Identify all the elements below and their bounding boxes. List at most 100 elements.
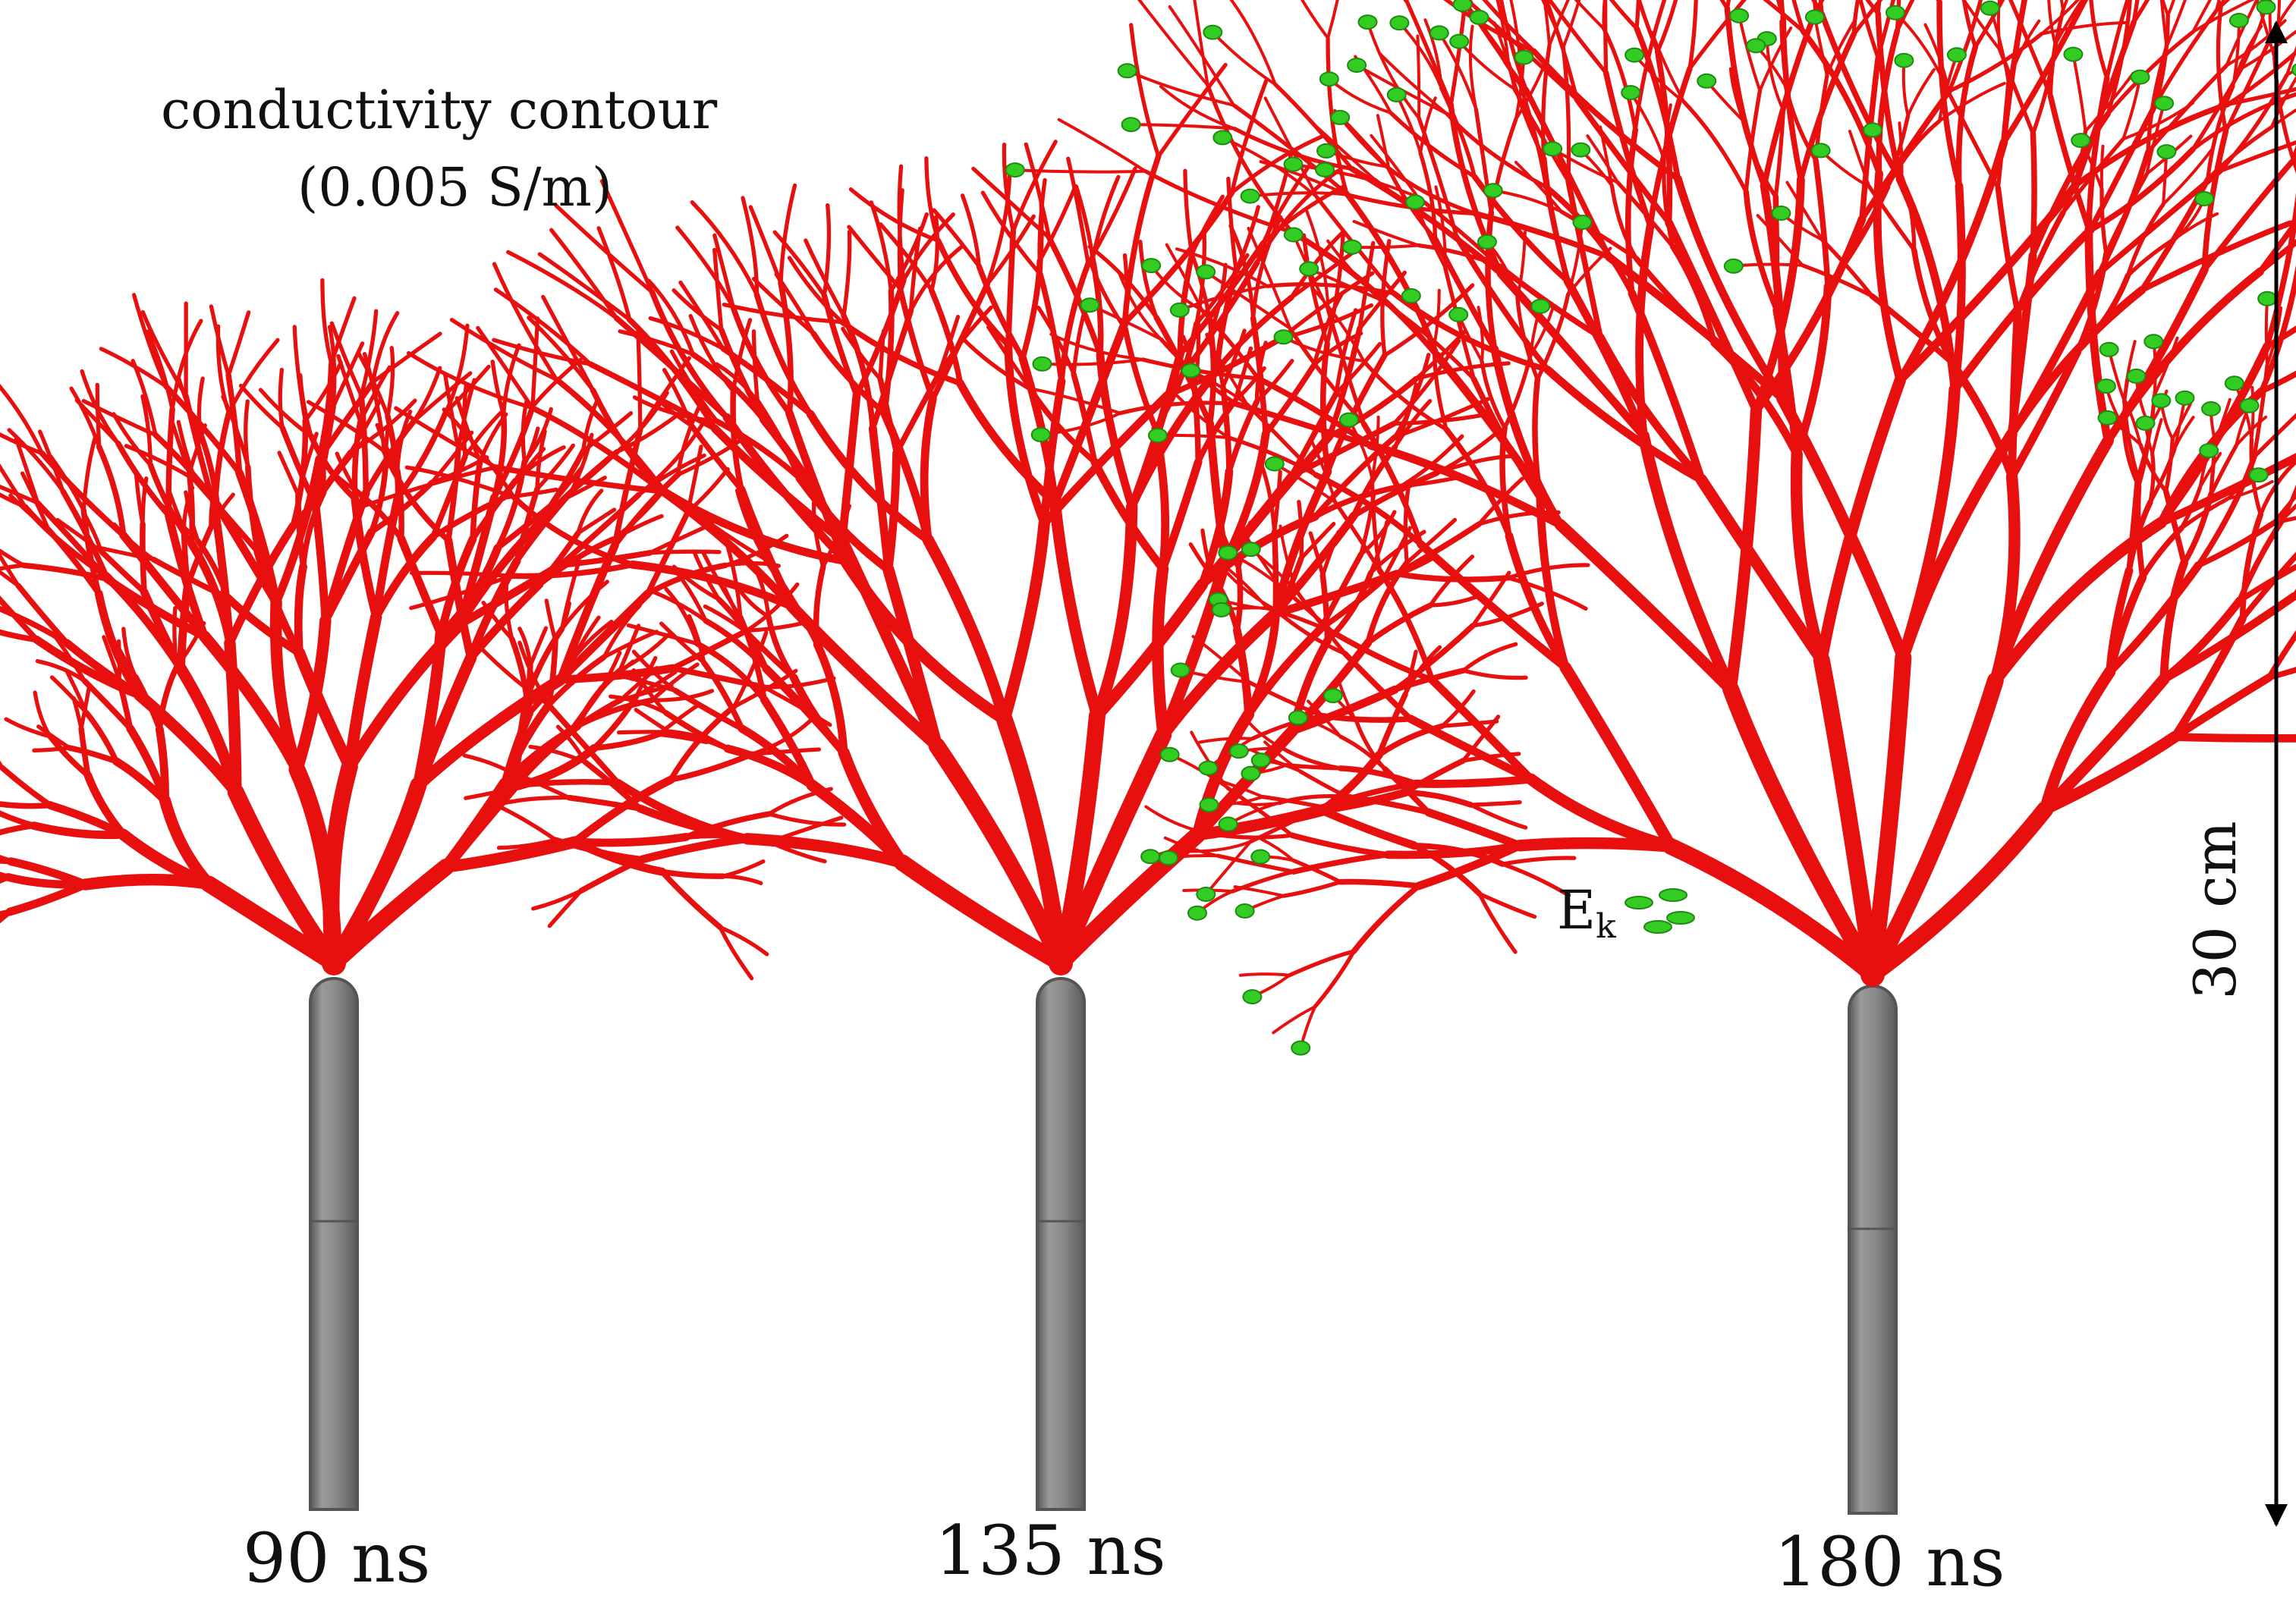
field-label-base: E (1557, 879, 1596, 941)
streamer-branch (2102, 146, 2103, 190)
streamer-branch (1241, 974, 1289, 975)
streamer-branch (1816, 160, 1828, 287)
streamer-branch (1502, 858, 1574, 864)
streamer-branch (2266, 299, 2267, 366)
streamer-branch (1354, 221, 1419, 246)
streamer-branch (1275, 532, 1276, 619)
streamer-branch (1903, 390, 1955, 658)
streamer-branch (1301, 771, 1347, 796)
streamer-branch (0, 912, 10, 950)
field-isosurface-blob (1478, 235, 1496, 249)
streamer-branch (2, 768, 50, 806)
field-isosurface-blob (1320, 72, 1338, 86)
streamer-branch (2252, 388, 2254, 439)
streamer-root (322, 951, 346, 975)
field-isosurface-blob (1203, 26, 1222, 39)
field-isosurface-blob (1200, 798, 1219, 812)
field-isosurface-blob (2176, 391, 2194, 405)
field-isosurface-blob (1316, 163, 1334, 177)
field-isosurface-blob (1181, 364, 1200, 378)
field-isosurface-blob (2152, 394, 2170, 407)
streamer-branch (781, 185, 795, 283)
streamer-branch (0, 797, 34, 826)
field-isosurface-blob (1212, 603, 1231, 617)
streamer-branch (52, 677, 87, 713)
field-isosurface-blob (1149, 429, 1167, 442)
field-isosurface-blob (1725, 259, 1743, 273)
streamer-branch (1391, 113, 1474, 177)
streamer-branch (1442, 88, 1475, 176)
streamer-branch (723, 862, 763, 877)
streamer-branch (844, 232, 850, 316)
field-isosurface-blob (2258, 292, 2276, 306)
field-isosurface-blob (1291, 1041, 1310, 1055)
field-isosurface-blob (1659, 889, 1687, 901)
streamer-branch (2151, 0, 2168, 16)
streamer-branch (1734, 264, 1803, 265)
streamer-branch (1408, 4, 1452, 105)
field-isosurface-blob (1449, 308, 1467, 322)
field-isosurface-blob (1188, 906, 1206, 920)
streamer-branch (1565, 668, 1671, 847)
streamer-branch (1131, 25, 1159, 156)
streamer-root (1860, 963, 1885, 987)
field-isosurface-blob (1390, 16, 1408, 30)
field-isosurface-blob (1317, 144, 1335, 158)
streamer-branch (1501, 274, 1643, 436)
field-isosurface-blob (1772, 206, 1790, 220)
streamer-branch (1429, 812, 1520, 846)
streamer-root (1049, 951, 1073, 975)
field-isosurface-blob (2157, 145, 2175, 159)
streamer-branch (1700, 0, 1803, 31)
streamer-branch (662, 872, 721, 927)
streamer-branch (280, 370, 282, 429)
field-isosurface-blob (1197, 887, 1215, 901)
streamer-branch (790, 258, 842, 322)
field-isosurface-blob (1730, 9, 1748, 23)
field-isosurface-blob (1343, 240, 1361, 254)
time-label-135ns: 135 ns (935, 1517, 1166, 1585)
streamer-branch (334, 867, 446, 963)
field-isosurface-blob (1159, 851, 1178, 865)
streamer-branch (1232, 872, 1294, 891)
streamer-branch (1284, 882, 1341, 896)
field-isosurface-blob (1667, 912, 1694, 924)
streamer-branch (1158, 569, 1163, 735)
electrode-rod-180ns (1849, 986, 1896, 1513)
field-isosurface-blob (2250, 468, 2268, 482)
streamer-branch (1904, 61, 1908, 116)
streamer-branch (1416, 779, 1531, 784)
streamer-branch (1353, 0, 1408, 4)
streamer-branch (414, 368, 440, 420)
streamer-branch (2073, 55, 2085, 131)
streamer-branch (638, 328, 640, 429)
field-isosurface-blob (2257, 0, 2276, 14)
field-isosurface-blob (1033, 357, 1052, 371)
streamer-branch (1250, 193, 1347, 196)
streamer-branch (1294, 855, 1388, 872)
streamer-branch (934, 210, 979, 266)
streamer-branch (1352, 246, 1419, 248)
streamer-branch (1516, 162, 1562, 212)
streamer-branch (1419, 118, 1457, 238)
streamer-branch (1464, 671, 1526, 678)
field-isosurface-blob (1450, 35, 1468, 49)
field-isosurface-blob (2155, 96, 2173, 110)
field-isosurface-blob (1621, 86, 1640, 99)
field-isosurface-blob (2099, 411, 2117, 425)
streamer-branch (1488, 212, 1495, 349)
streamer-branch (1292, 835, 1388, 855)
streamer-branch (114, 414, 151, 465)
streamer-branch (619, 732, 670, 733)
legend-line-2: (0.005 S/m) (297, 161, 612, 214)
streamer-branch (530, 782, 618, 784)
field-isosurface-blob (1300, 262, 1318, 275)
field-isosurface-blob (1032, 428, 1050, 441)
streamer-branch (0, 840, 11, 862)
streamer-branch (228, 313, 249, 375)
field-isosurface-blob (1806, 11, 1824, 24)
field-isosurface-blob (1573, 215, 1591, 229)
field-isosurface-blob (1340, 413, 1358, 427)
streamer-branch (1998, 188, 2018, 313)
field-isosurface-blob (1219, 546, 1237, 560)
